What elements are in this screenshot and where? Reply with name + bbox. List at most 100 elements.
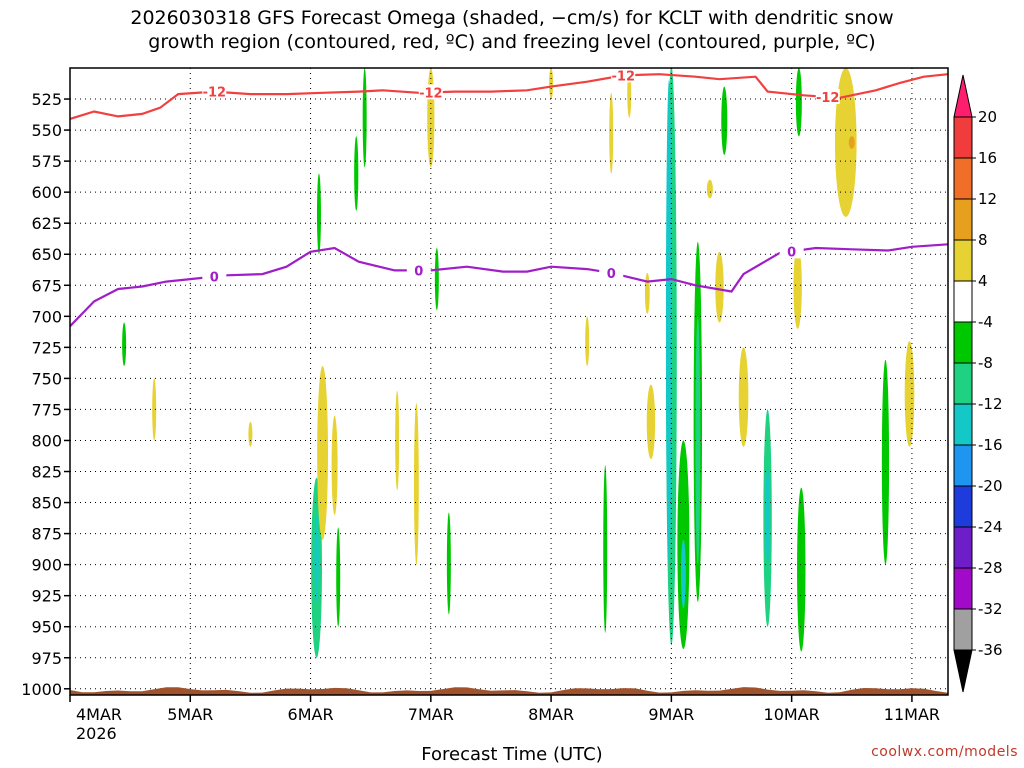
- omega-region-17: [336, 527, 341, 627]
- omega-region-13: [314, 514, 319, 602]
- colorbar-segment-9: [953, 444, 973, 487]
- colorbar-segment-12: [953, 567, 973, 610]
- colorbar-label--16: -16: [978, 436, 1003, 454]
- omega-region-41: [248, 421, 253, 447]
- colorbar-label--28: -28: [978, 559, 1003, 577]
- omega-region-24: [427, 68, 435, 168]
- colorbar-label-12: 12: [978, 190, 997, 208]
- freezing-level-label-bg-2: [599, 264, 624, 280]
- freezing-level-label-bg-0: [202, 268, 227, 284]
- x-year-label: 2026: [76, 724, 117, 743]
- colorbar-segment-11: [953, 526, 973, 569]
- omega-region-9: [765, 465, 770, 565]
- omega-region-34: [904, 341, 915, 447]
- colorbar-label--36: -36: [978, 641, 1003, 659]
- colorbar: 20 16 12 8 4 -4 -8 -12 -16 -20 -24 -28 -32 -36: [953, 74, 1003, 693]
- omega-region-18: [434, 248, 439, 311]
- omega-region-30: [848, 136, 855, 149]
- omega-region-5: [695, 316, 701, 565]
- grid-lines: [69, 68, 948, 695]
- omega-region-21: [122, 322, 127, 366]
- omega-region-31: [793, 245, 802, 329]
- omega-region-28: [644, 272, 650, 314]
- omega-region-32: [738, 347, 749, 447]
- colorbar-label-4: 4: [978, 272, 988, 290]
- colorbar-label--24: -24: [978, 518, 1003, 536]
- colorbar-segment-6: [953, 321, 973, 364]
- dgz-contour-line: [70, 73, 948, 120]
- x-tick-label-4MAR: 4MAR: [76, 705, 122, 724]
- colorbar-segment-5: [953, 280, 973, 323]
- x-tick-label-7MAR: 7MAR: [408, 705, 454, 724]
- colorbar-bottom-arrow: [953, 649, 973, 693]
- y-tick-label-600: 600: [31, 183, 62, 202]
- y-tick-label-875: 875: [31, 525, 62, 544]
- omega-region-11: [881, 359, 890, 565]
- freezing-level-label-bg-3: [779, 243, 804, 259]
- colorbar-label--32: -32: [978, 600, 1003, 618]
- colorbar-segment-4: [953, 239, 973, 282]
- colorbar-label-20: 20: [978, 108, 997, 126]
- colorbar-label-16: 16: [978, 149, 997, 167]
- y-tick-label-750: 750: [31, 369, 62, 388]
- freezing-level-label-2: 0: [607, 267, 616, 282]
- colorbar-label--20: -20: [978, 477, 1003, 495]
- y-tick-label-825: 825: [31, 463, 62, 482]
- y-tick-label-700: 700: [31, 307, 62, 326]
- y-tick-label-575: 575: [31, 152, 62, 171]
- omega-region-16: [316, 173, 321, 255]
- y-tick-label-1000: 1000: [21, 680, 62, 699]
- dgz-contour-label-0: -12: [203, 86, 227, 101]
- dgz-contour-label-bg-1: [418, 84, 443, 100]
- colorbar-label--4: -4: [978, 313, 993, 331]
- colorbar-segment-7: [953, 362, 973, 405]
- omega-region-37: [609, 92, 614, 174]
- chart-title-line-2: growth region (contoured, red, ºC) and f…: [148, 31, 876, 53]
- omega-region-40: [152, 378, 157, 441]
- dgz-contour-label-3: -12: [816, 91, 840, 106]
- colorbar-segment-13: [953, 608, 973, 651]
- colorbar-segment-3: [953, 198, 973, 241]
- omega-region-35: [706, 179, 713, 199]
- omega-region-3: [680, 539, 686, 609]
- chart-title-line-1: 2026030318 GFS Forecast Omega (shaded, −…: [130, 7, 894, 29]
- colorbar-segment-1: [953, 116, 973, 159]
- omega-region-10: [797, 487, 806, 652]
- omega-region-7: [795, 68, 802, 137]
- x-tick-label-10MAR: 10MAR: [764, 705, 820, 724]
- omega-region-22: [317, 365, 328, 540]
- colorbar-label--8: -8: [978, 354, 993, 372]
- site-credit: coolwx.com/models: [871, 744, 1018, 760]
- omega-region-20: [603, 465, 608, 633]
- y-tick-label-975: 975: [31, 649, 62, 668]
- y-axis: 525 550 575 600 625 650 675 700 725 750 775 800 825 8…: [21, 90, 70, 699]
- freezing-level-line: [70, 243, 948, 327]
- y-tick-label-850: 850: [31, 494, 62, 513]
- colorbar-top-arrow: [953, 74, 973, 118]
- omega-region-19: [446, 512, 451, 615]
- colorbar-segment-10: [953, 485, 973, 528]
- chart-title: 2026030318 GFS Forecast Omega (shaded, −…: [0, 6, 1024, 54]
- dgz-contour-label-1: -12: [419, 86, 443, 101]
- x-tick-label-9MAR: 9MAR: [648, 705, 694, 724]
- colorbar-segment-2: [953, 157, 973, 200]
- omega-region-38: [585, 316, 590, 366]
- y-tick-label-925: 925: [31, 587, 62, 606]
- colorbar-label--12: -12: [978, 395, 1003, 413]
- dgz-contour-label-bg-3: [815, 88, 840, 104]
- y-tick-label-800: 800: [31, 431, 62, 450]
- dgz-contour-label-2: -12: [612, 69, 636, 84]
- omega-region-14: [362, 68, 367, 168]
- ground-surface: [70, 687, 948, 695]
- y-tick-label-725: 725: [31, 338, 62, 357]
- y-tick-label-650: 650: [31, 245, 62, 264]
- x-tick-label-8MAR: 8MAR: [528, 705, 574, 724]
- omega-region-6: [721, 86, 728, 155]
- omega-region-33: [715, 251, 724, 323]
- y-tick-label-950: 950: [31, 618, 62, 637]
- x-tick-label-11MAR: 11MAR: [884, 705, 940, 724]
- ground-fill: [70, 687, 948, 695]
- colorbar-label-8: 8: [978, 231, 988, 249]
- y-tick-label-900: 900: [31, 556, 62, 575]
